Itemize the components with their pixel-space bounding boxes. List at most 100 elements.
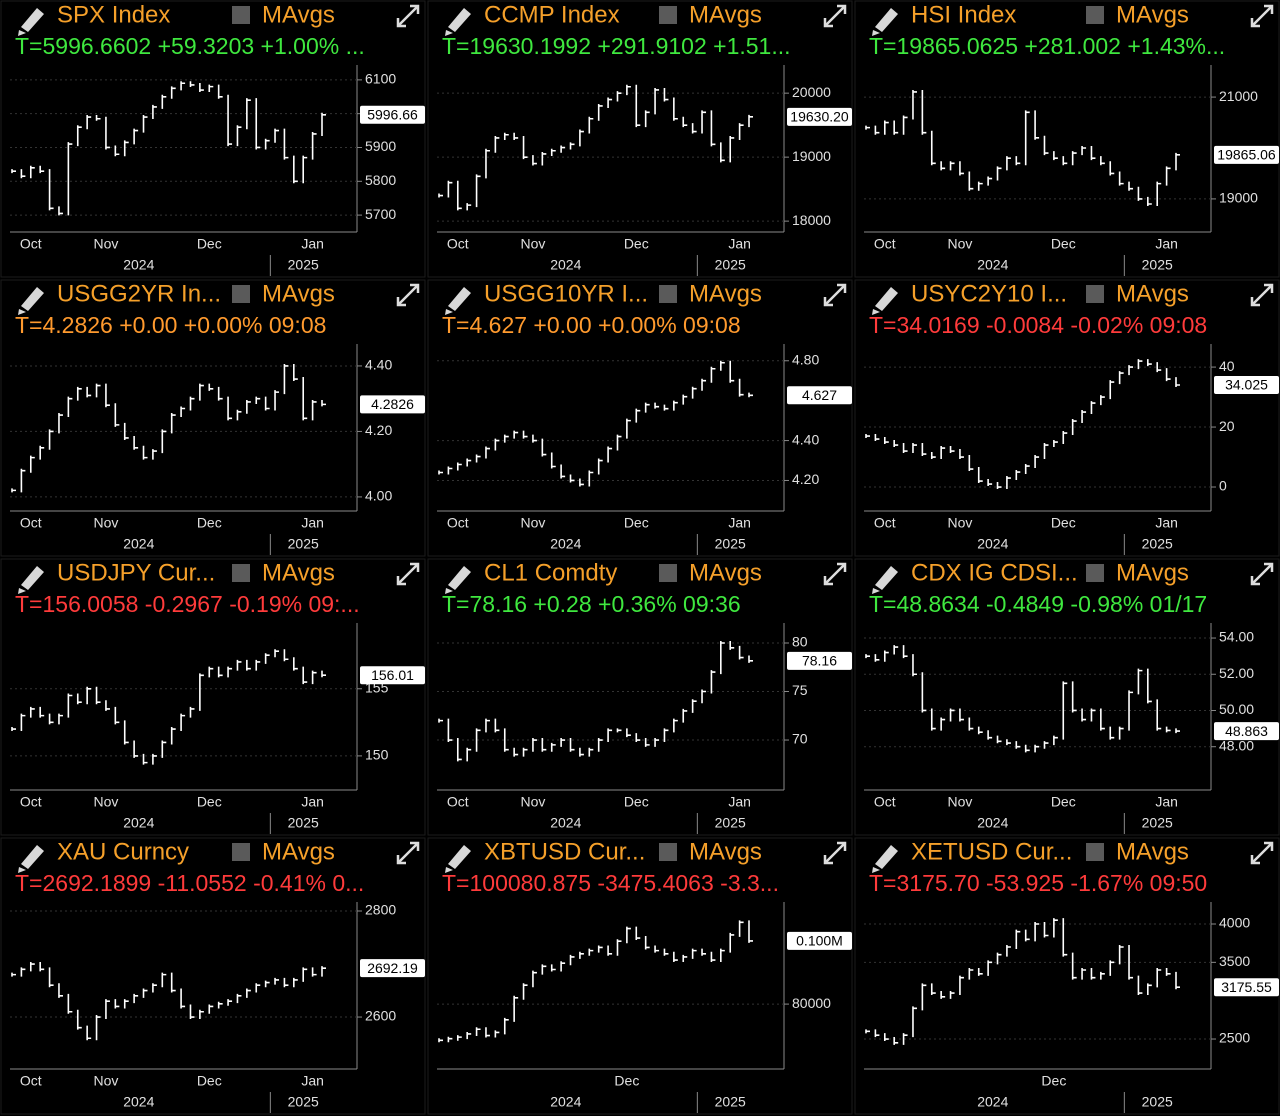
price-bar xyxy=(729,135,735,163)
expand-icon[interactable] xyxy=(823,562,847,586)
year-label: 2025 xyxy=(288,815,319,831)
edit-icon[interactable] xyxy=(445,566,471,594)
y-tick-label: 21000 xyxy=(1219,88,1258,104)
mavgs-checkbox[interactable] xyxy=(659,564,677,582)
price-bar xyxy=(29,706,35,718)
price-bar xyxy=(1090,968,1096,980)
y-tick-label: 19000 xyxy=(792,148,831,164)
edit-icon[interactable] xyxy=(872,566,898,594)
price-bar xyxy=(883,1033,889,1042)
price-bar xyxy=(1128,365,1134,376)
edit-icon[interactable] xyxy=(18,845,44,873)
price-bar xyxy=(616,939,622,956)
expand-icon[interactable] xyxy=(1250,841,1274,865)
edit-icon[interactable] xyxy=(18,287,44,315)
last-price-box xyxy=(360,959,425,978)
x-tick-label: Jan xyxy=(728,236,751,252)
price-bar xyxy=(738,645,744,660)
price-bar xyxy=(123,140,129,157)
price-bar xyxy=(189,81,195,87)
year-label: 2025 xyxy=(1142,815,1173,831)
x-tick-label: Jan xyxy=(1155,794,1178,810)
price-bar xyxy=(710,366,716,383)
mavgs-label: MAvgs xyxy=(262,1,335,28)
price-bar xyxy=(701,948,707,956)
expand-icon[interactable] xyxy=(396,4,420,28)
price-bar xyxy=(76,386,82,401)
price-bar xyxy=(199,383,204,401)
y-tick-label: 18000 xyxy=(792,212,831,228)
price-bar xyxy=(475,174,481,208)
price-bar xyxy=(701,110,707,134)
price-bar xyxy=(20,468,26,493)
mavgs-checkbox[interactable] xyxy=(232,564,250,582)
price-bar xyxy=(1100,708,1105,731)
expand-icon[interactable] xyxy=(396,283,420,307)
price-bar xyxy=(447,718,453,743)
price-bar xyxy=(968,717,974,731)
mavgs-checkbox[interactable] xyxy=(659,285,677,303)
x-tick-label: Oct xyxy=(20,515,42,531)
expand-icon[interactable] xyxy=(1250,562,1274,586)
price-bar xyxy=(654,87,660,115)
expand-icon[interactable] xyxy=(823,283,847,307)
mavgs-checkbox[interactable] xyxy=(1086,285,1104,303)
price-bar xyxy=(1043,443,1049,460)
price-bar xyxy=(264,396,270,411)
year-label: 2024 xyxy=(123,257,154,273)
price-bar xyxy=(199,1009,204,1020)
price-bar xyxy=(691,386,697,399)
mavgs-checkbox[interactable] xyxy=(659,6,677,24)
chart-panel: XETUSD Cur... MAvgs T=3175.70 -53.925 -1.6… xyxy=(854,837,1280,1115)
expand-icon[interactable] xyxy=(1250,283,1274,307)
mavgs-checkbox[interactable] xyxy=(659,843,677,861)
y-tick-label: 70 xyxy=(792,731,808,747)
x-tick-label: Dec xyxy=(624,236,649,252)
edit-icon[interactable] xyxy=(18,8,44,36)
edit-icon[interactable] xyxy=(872,8,898,36)
mavgs-checkbox[interactable] xyxy=(1086,6,1104,24)
expand-icon[interactable] xyxy=(823,841,847,865)
y-tick-label: 0 xyxy=(1219,478,1227,494)
price-bar xyxy=(1109,726,1115,740)
price-bar xyxy=(865,125,870,130)
price-bar xyxy=(701,689,707,704)
price-bar xyxy=(729,360,735,383)
price-bar xyxy=(123,999,129,1009)
edit-icon[interactable] xyxy=(445,8,471,36)
edit-icon[interactable] xyxy=(445,287,471,315)
price-bar xyxy=(720,360,725,371)
year-label: 2024 xyxy=(977,536,1008,552)
expand-icon[interactable] xyxy=(823,4,847,28)
mavgs-checkbox[interactable] xyxy=(1086,564,1104,582)
mavgs-label: MAvgs xyxy=(1116,838,1189,865)
price-bar xyxy=(522,430,528,439)
price-bar xyxy=(682,394,688,405)
price-bar xyxy=(968,171,974,191)
price-bar xyxy=(133,740,139,758)
price-bar xyxy=(180,406,186,418)
price-bar xyxy=(293,363,298,382)
price-bar xyxy=(663,728,669,743)
price-bar xyxy=(1137,359,1143,370)
price-bar xyxy=(550,742,556,752)
price-bar xyxy=(39,706,45,718)
x-tick-label: Nov xyxy=(520,794,545,810)
edit-icon[interactable] xyxy=(872,845,898,873)
mavgs-checkbox[interactable] xyxy=(1086,843,1104,861)
mavgs-checkbox[interactable] xyxy=(232,285,250,303)
year-label: 2025 xyxy=(715,1094,746,1110)
expand-icon[interactable] xyxy=(396,841,420,865)
price-bar xyxy=(1015,156,1021,166)
expand-icon[interactable] xyxy=(1250,4,1274,28)
price-bar xyxy=(189,706,195,718)
y-tick-label: 75 xyxy=(792,682,808,698)
mavgs-checkbox[interactable] xyxy=(232,843,250,861)
edit-icon[interactable] xyxy=(445,845,471,873)
price-bar xyxy=(1118,945,1124,965)
expand-icon[interactable] xyxy=(396,562,420,586)
price-bar xyxy=(58,983,63,998)
edit-icon[interactable] xyxy=(18,566,44,594)
edit-icon[interactable] xyxy=(872,287,898,315)
mavgs-checkbox[interactable] xyxy=(232,6,250,24)
